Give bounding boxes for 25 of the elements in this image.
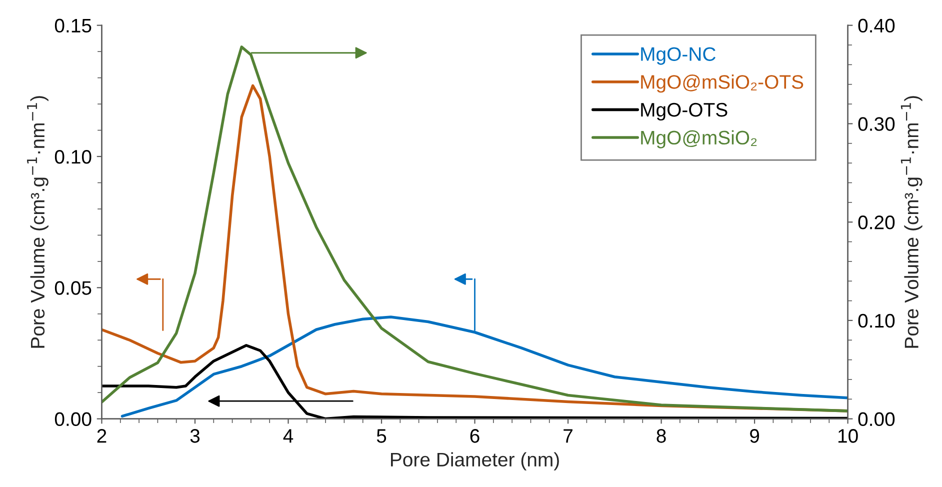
x-tick-label: 2 (97, 429, 106, 443)
legend-label: MgO-NC (641, 47, 716, 65)
x-tick-label: 7 (564, 429, 572, 443)
x-tick-label: 8 (656, 429, 666, 443)
x-tick-label: 3 (190, 429, 200, 443)
y2-axis-title: Pore Volume (cm³.g$^{−1}$·nm$^{−1}$) (900, 96, 922, 348)
legend-label: MgO@mSiO₂ (641, 130, 757, 148)
y2-tick-label: 0.10 (858, 314, 895, 328)
x-tick-label: 10 (838, 429, 858, 443)
y2-tick-label: 0.30 (858, 117, 895, 131)
y-tick-label: 0.15 (54, 18, 92, 33)
y2-tick-label: 0.00 (858, 412, 895, 426)
x-tick-label: 5 (376, 429, 386, 443)
y2-tick-label: 0.40 (858, 18, 895, 33)
legend-label: MgO@mSiO₂-OTS (641, 74, 804, 93)
y-tick-label: 0.10 (54, 150, 92, 164)
legend-label: MgO-OTS (641, 102, 728, 121)
x-tick-label: 4 (283, 429, 294, 443)
x-tick-label: 6 (470, 429, 480, 443)
y-tick-label: 0.05 (54, 281, 92, 295)
y2-tick-label: 0.20 (858, 216, 895, 230)
y-axis-title: Pore Volume (cm³.g$^{−1}$·nm$^{−1}$) (27, 96, 48, 348)
x-tick-label: 9 (750, 429, 760, 443)
x-axis-title: Pore Diameter (nm) (391, 452, 559, 470)
y-tick-label: 0.00 (54, 412, 92, 426)
